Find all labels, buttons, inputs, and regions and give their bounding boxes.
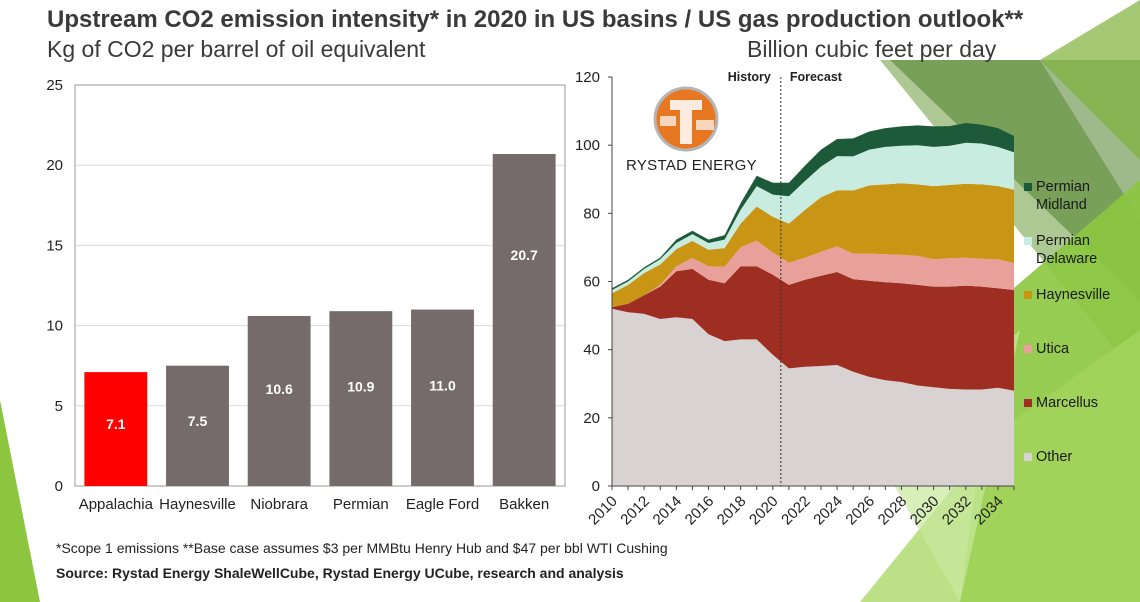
legend-swatch xyxy=(1024,237,1032,245)
area-series-other xyxy=(612,308,1014,486)
history-annotation: History xyxy=(728,70,771,84)
bar-x-tick-label: Permian xyxy=(333,496,389,513)
area-y-tick-label: 20 xyxy=(583,410,600,427)
area-x-tick-label: 2014 xyxy=(650,493,686,529)
area-y-tick-label: 40 xyxy=(583,342,600,359)
bar xyxy=(247,315,311,486)
area-x-tick-label: 2010 xyxy=(585,493,621,529)
legend-swatch xyxy=(1024,291,1032,299)
legend-label: Marcellus xyxy=(1036,395,1099,411)
bar-y-tick-label: 10 xyxy=(46,318,63,335)
footnote: *Scope 1 emissions **Base case assumes $… xyxy=(56,540,668,556)
legend-label: Permian Midland xyxy=(1036,179,1090,213)
area-y-tick-label: 0 xyxy=(592,478,600,495)
area-y-tick-label: 60 xyxy=(583,274,600,291)
legend-swatch xyxy=(1024,183,1032,191)
area-y-tick-label: 100 xyxy=(575,137,600,154)
rystad-logo-text: RYSTAD ENERGY xyxy=(626,157,757,174)
legend-swatch xyxy=(1024,345,1032,353)
bar xyxy=(329,311,393,486)
area-x-tick-label: 2026 xyxy=(842,493,878,529)
area-y-tick-label: 120 xyxy=(575,69,600,86)
legend-item-haynesville: Haynesville xyxy=(1024,286,1116,304)
bar-data-label: 10.9 xyxy=(347,379,374,395)
legend-item-permian-midland: Permian Midland xyxy=(1024,178,1116,214)
bar-data-label: 7.1 xyxy=(106,416,126,432)
forecast-annotation: Forecast xyxy=(790,70,843,84)
area-x-tick-label: 2032 xyxy=(939,493,975,529)
area-series-permian-midland xyxy=(612,123,1014,290)
area-x-tick-label: 2034 xyxy=(971,493,1007,529)
area-y-tick-label: 80 xyxy=(583,205,600,222)
legend-label: Utica xyxy=(1036,341,1070,357)
legend-swatch xyxy=(1024,453,1032,461)
area-x-tick-label: 2022 xyxy=(778,493,814,529)
rystad-logo-icon xyxy=(653,86,719,152)
area-x-tick-label: 2016 xyxy=(682,493,718,529)
bar xyxy=(492,153,556,487)
bar-data-label: 11.0 xyxy=(429,378,456,394)
bar-plot-area xyxy=(74,84,566,487)
bar-y-tick-label: 5 xyxy=(55,398,63,415)
bar-x-tick-label: Bakken xyxy=(499,496,549,513)
legend-label: Permian Delaware xyxy=(1036,233,1098,267)
legend-item-permian-delaware: Permian Delaware xyxy=(1024,232,1116,268)
area-chart-subtitle: Billion cubic feet per day xyxy=(747,36,997,62)
area-series-haynesville xyxy=(612,183,1014,308)
legend-item-marcellus: Marcellus xyxy=(1024,394,1116,412)
area-series-utica xyxy=(612,240,1014,308)
bar-x-tick-label: Eagle Ford xyxy=(406,496,479,513)
bar-y-tick-label: 25 xyxy=(46,77,63,94)
bar xyxy=(411,309,474,486)
legend-label: Haynesville xyxy=(1036,287,1111,303)
bar-y-tick-label: 15 xyxy=(46,237,63,254)
area-x-tick-label: 2020 xyxy=(746,493,782,529)
area-series-permian-delaware xyxy=(612,142,1014,294)
bar-data-label: 7.5 xyxy=(188,413,208,429)
page-title: Upstream CO2 emission intensity* in 2020… xyxy=(47,6,1024,33)
legend-item-other: Other xyxy=(1024,448,1116,466)
area-x-tick-label: 2028 xyxy=(875,493,911,529)
area-x-tick-label: 2012 xyxy=(617,493,653,529)
source-note: Source: Rystad Energy ShaleWellCube, Rys… xyxy=(56,565,624,581)
bar-chart-subtitle: Kg of CO2 per barrel of oil equivalent xyxy=(47,36,426,62)
legend-label: Other xyxy=(1036,449,1073,465)
bar-data-label: 20.7 xyxy=(511,247,538,263)
bar xyxy=(166,365,229,486)
area-series-marcellus xyxy=(612,266,1014,391)
bar-data-label: 10.6 xyxy=(266,381,293,397)
area-x-tick-label: 2030 xyxy=(907,493,943,529)
bar-x-tick-label: Appalachia xyxy=(79,496,154,513)
bar xyxy=(84,372,148,486)
bar-y-tick-label: 0 xyxy=(55,478,63,495)
bar-y-tick-label: 20 xyxy=(46,157,63,174)
area-x-tick-label: 2024 xyxy=(810,493,846,529)
bar-x-tick-label: Niobrara xyxy=(250,496,308,513)
legend-item-utica: Utica xyxy=(1024,340,1116,358)
area-x-tick-label: 2018 xyxy=(714,493,750,529)
legend-swatch xyxy=(1024,399,1032,407)
bar-x-tick-label: Haynesville xyxy=(159,496,236,513)
